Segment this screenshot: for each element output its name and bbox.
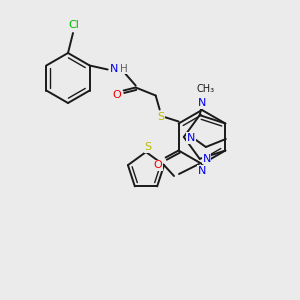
Text: N: N bbox=[198, 98, 206, 108]
Text: N: N bbox=[198, 166, 206, 176]
Text: Cl: Cl bbox=[69, 20, 80, 30]
Text: S: S bbox=[144, 142, 152, 152]
Text: N: N bbox=[187, 133, 195, 143]
Text: O: O bbox=[112, 89, 121, 100]
Text: N: N bbox=[110, 64, 118, 74]
Text: S: S bbox=[157, 112, 164, 122]
Text: N: N bbox=[202, 154, 211, 164]
Text: CH₃: CH₃ bbox=[196, 84, 215, 94]
Text: H: H bbox=[120, 64, 128, 74]
Text: O: O bbox=[153, 160, 162, 170]
